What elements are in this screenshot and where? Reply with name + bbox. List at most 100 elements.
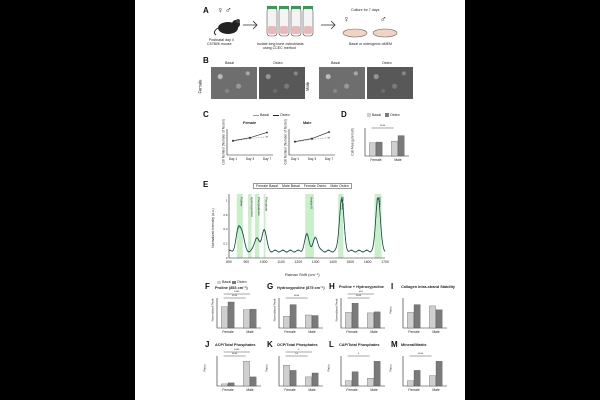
panel-j-label: J	[205, 340, 210, 349]
x-tick-label: Female	[346, 330, 357, 334]
panel-i-title: Collagen Intra-strand Stability	[401, 285, 456, 289]
panel-f-plot: Female Male ********	[216, 290, 261, 334]
panel-a-label: A	[203, 6, 209, 15]
arrow-icon-2	[321, 20, 336, 30]
data-point	[294, 140, 296, 143]
band-label: Phenylalanine	[257, 197, 261, 216]
spectrum-male-basal	[228, 197, 386, 253]
x-tick-label: Female	[222, 388, 233, 392]
bar	[429, 305, 436, 329]
mouse-caption-2: C57Bl/6 mouse	[207, 42, 232, 46]
bar	[289, 370, 297, 387]
e-legend-item: Female Osteo	[303, 184, 327, 188]
x-tick-label: 1000	[260, 260, 268, 264]
x-tick-label: 1700	[381, 260, 389, 264]
data-point	[266, 135, 268, 138]
c-female-title: Female	[243, 121, 257, 125]
c-legend-basal: Basal	[260, 113, 269, 117]
panel-g-title: Hydroxyproline (875 cm⁻¹)	[277, 286, 325, 290]
signif-mark: **	[295, 352, 298, 356]
x-tick-label: Female	[222, 330, 233, 334]
bar	[367, 378, 374, 387]
bar	[435, 361, 443, 387]
c-male-plot: Day 1 Day 3 Day 7	[288, 129, 335, 161]
x-tick-label: 1400	[329, 260, 337, 264]
bar	[227, 382, 235, 387]
bar	[351, 303, 359, 329]
d-legend-basal: Basal	[372, 113, 381, 117]
raman-band	[263, 194, 266, 258]
band-label: Amide I	[378, 197, 382, 207]
b-female-label: Female	[197, 79, 203, 94]
raman-band	[248, 194, 252, 258]
x-tick-label: 1600	[364, 260, 372, 264]
series-line	[232, 136, 268, 142]
bar	[413, 370, 421, 387]
raman-band	[255, 194, 260, 258]
bar	[407, 380, 414, 387]
x-tick-label: 900	[243, 260, 249, 264]
figure: A ♀ ♂ Postnatal day 4 C57Bl/6 mouse	[135, 0, 465, 400]
axis	[288, 129, 335, 156]
d-legend: Basal Osteo	[367, 113, 400, 118]
x-tick-label: Male	[308, 330, 315, 334]
x-tick-label: 1300	[312, 260, 320, 264]
x-tick-label: Day 7	[325, 157, 334, 161]
b-col-osteo-f: Osteo	[273, 61, 283, 65]
c-legend-basal-swatch	[253, 114, 259, 116]
d-legend-basal-swatch	[367, 113, 371, 118]
band-label: Phosphate	[265, 197, 269, 212]
tubes-caption-2: using CCEC method	[263, 46, 296, 50]
tubes-caption-1: Isolate long bone osteoblasts	[257, 42, 304, 46]
signif-mark: ****	[232, 294, 238, 298]
data-point	[266, 131, 268, 134]
bar	[249, 376, 257, 387]
d-legend-osteo: Osteo	[390, 113, 400, 117]
series-line	[232, 132, 268, 141]
female-symbol-dish: ♀	[343, 14, 350, 24]
bar	[289, 304, 297, 329]
x-tick-label: 1100	[277, 260, 284, 264]
signif-mark: *	[298, 348, 300, 352]
micrograph-male-basal	[319, 67, 365, 99]
band-label: CH₂ Wag	[341, 197, 345, 210]
x-tick-label: Female	[370, 158, 381, 162]
panel-i-plot: Female Male	[402, 298, 447, 334]
axis	[226, 129, 273, 156]
e-xlabel: Raman Shift (cm⁻¹)	[285, 272, 320, 277]
signif-mark: ***	[359, 290, 364, 294]
panel-j-ylabel: Ratio	[202, 364, 207, 372]
data-point	[249, 136, 251, 139]
d-legend-osteo-swatch	[385, 113, 389, 118]
bar	[351, 371, 359, 387]
bar	[305, 376, 312, 387]
raman-band	[305, 194, 314, 258]
x-tick-label: Male	[432, 388, 439, 392]
panel-m-title: Mineral/Matrix	[401, 343, 427, 347]
signif-mark: ****	[234, 348, 240, 352]
bar	[283, 316, 290, 329]
panel-c-label: C	[203, 110, 209, 119]
arrow-icon	[243, 20, 258, 30]
panel-h-plot: Female Male *******	[340, 290, 385, 334]
data-point	[232, 139, 234, 142]
series-line	[294, 137, 330, 143]
panel-k-plot: Female Male ***	[278, 348, 323, 392]
c-female-plot: Day 1 Day 3 Day 7	[226, 129, 273, 161]
f-legend: Basal Osteo	[217, 280, 247, 284]
signif-mark: ****	[380, 124, 386, 128]
bar	[311, 315, 319, 329]
panel-j-plot: Female Male ********	[216, 348, 261, 392]
x-tick-label: Female	[408, 388, 419, 392]
x-tick-label: Day 7	[263, 157, 272, 161]
e-ylabel: Normalized Intensity (a.u.)	[210, 208, 215, 248]
panel-i-ylabel: Ratio	[388, 306, 393, 314]
e-legend-item: Male Osteo	[330, 184, 349, 188]
panel-h-title: Proline + Hydroxyproline	[339, 285, 385, 289]
x-tick-label: Male	[370, 388, 377, 392]
x-tick-label: Male	[308, 388, 315, 392]
bar	[227, 301, 235, 329]
signif-mark: *	[358, 352, 360, 356]
x-tick-label: Male	[370, 330, 377, 334]
bar	[373, 361, 381, 387]
